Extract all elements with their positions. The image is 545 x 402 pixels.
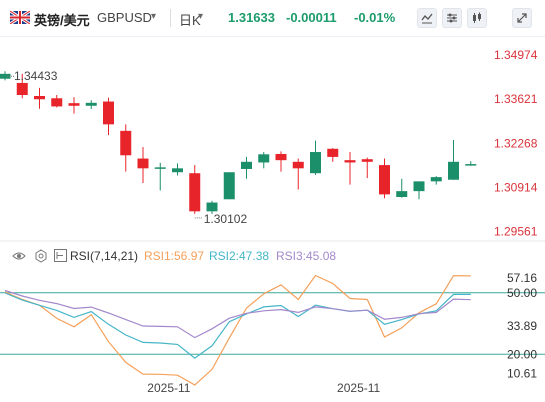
candle-body-1 [16,82,28,96]
price-change-percent: -0.01% [354,10,396,25]
candle-body-7 [120,130,132,156]
candle-body-4 [68,103,80,106]
rsi2-value: RSI2:47.38 [209,249,270,263]
candle-settings-icon[interactable] [467,8,487,28]
header-divider [170,9,171,27]
rsi-series-rsi1 [4,274,471,386]
rsi-series-rsi3 [4,289,471,339]
price-change: -0.00011 [286,10,337,25]
fullscreen-icon[interactable] [512,8,532,28]
candle-body-16 [275,153,287,161]
candle-body-6 [103,101,114,125]
candle-body-0 [0,73,11,79]
rsi-axis-tick-4: 10.61 [507,366,537,380]
candle-body-20 [344,160,356,163]
candle-body-21 [361,159,373,162]
eye-icon[interactable] [12,249,26,263]
candle-body-9 [154,167,166,169]
candle-body-25 [430,177,442,182]
header-bar: 英镑/美元 GBPUSD ▾ 日K ▾ 1.31633 -0.00011 -0.… [0,0,545,37]
rsi-axis-tick-0: 57.16 [507,271,537,285]
high-annotation: 1.34433 [14,69,58,83]
candle-body-15 [258,154,270,163]
rsi-axis-tick-2: 33.89 [507,319,537,333]
candle-body-13 [223,172,235,200]
rsi1-value: RSI1:56.97 [144,249,205,263]
price-axis-tick-1: 1.33621 [494,92,538,106]
candle-body-19 [327,148,339,157]
candle-body-24 [413,181,425,192]
price-axis-tick-2: 1.32268 [494,136,538,150]
symbol-code[interactable]: GBPUSD [97,10,152,25]
candle-body-3 [51,98,63,107]
last-price: 1.31633 [228,10,275,25]
rsi-title[interactable]: RSI(7,14,21) [70,249,139,263]
settings-icon[interactable] [34,249,48,263]
candle-body-8 [137,158,149,169]
candle-body-22 [379,165,390,195]
candle-body-18 [310,152,321,174]
rsi-axis-tick-1: 50.00 [507,286,537,300]
candle-body-12 [206,202,218,212]
x-axis-tick-1: 2025-11 [337,381,380,395]
uk-flag-icon [10,11,30,24]
rsi3-value: RSI3:45.08 [276,249,337,263]
symbol-name[interactable]: 英镑/美元 [34,13,90,28]
rsi-indicator-icon [54,249,67,262]
sliders-icon[interactable] [442,8,462,28]
x-axis-tick-0: 2025-11 [147,381,190,395]
rsi-series-rsi2 [4,292,471,359]
candle-body-17 [292,161,304,169]
candle-body-26 [448,161,459,180]
period-dropdown-icon[interactable]: ▾ [198,11,204,22]
low-annotation: 1.30102 [204,212,248,226]
candle-body-10 [172,168,183,173]
line-chart-icon[interactable] [417,8,437,28]
candle-body-2 [34,95,45,100]
price-axis-tick-0: 1.34974 [494,48,538,62]
candle-body-27 [465,164,477,166]
price-axis-tick-4: 1.29561 [494,224,538,238]
price-axis-tick-3: 1.30914 [494,180,538,194]
period-selector[interactable]: 日K [179,13,201,28]
rsi-axis-tick-3: 20.00 [507,347,537,361]
candle-body-23 [396,191,408,197]
symbol-dropdown-icon[interactable]: ▾ [151,11,157,22]
candle-body-14 [241,161,252,169]
candle-body-11 [189,173,201,212]
candle-body-5 [85,102,97,106]
